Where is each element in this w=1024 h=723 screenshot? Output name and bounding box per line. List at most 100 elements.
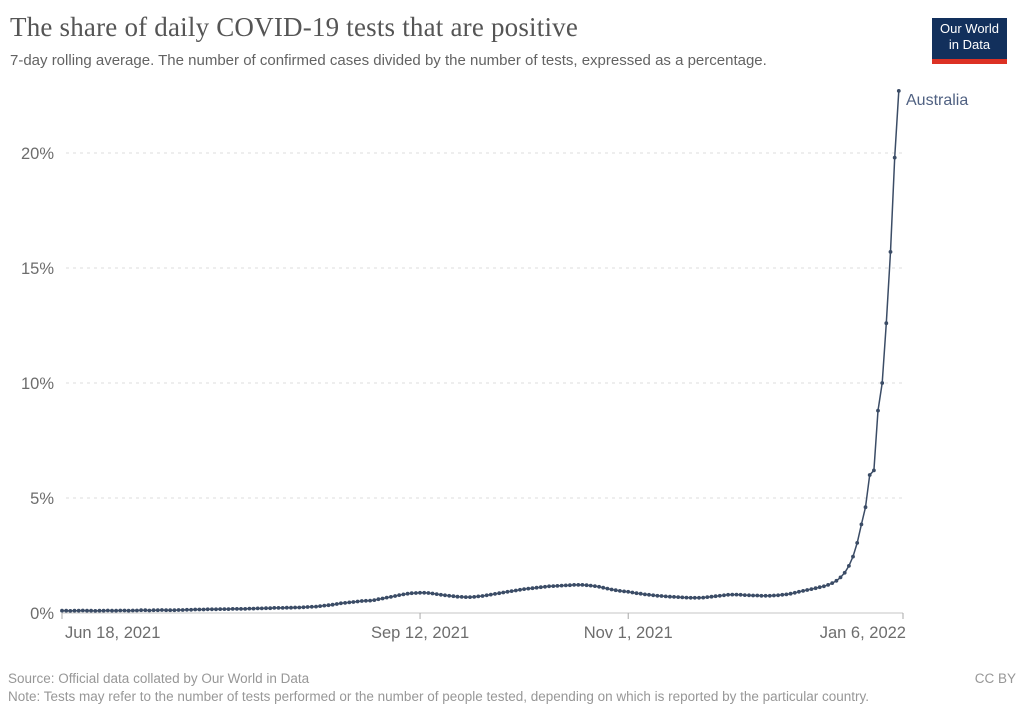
data-point [343,601,347,605]
data-point [722,593,726,598]
data-point [289,605,293,610]
data-point [330,602,335,607]
data-point [863,505,868,510]
owid-logo[interactable]: Our World in Data [932,18,1007,64]
data-point [259,606,264,611]
data-point [372,598,377,602]
data-point [155,608,160,613]
data-point [663,594,668,599]
data-point [526,586,531,591]
data-point [597,584,601,589]
data-point [455,594,460,599]
data-point [876,408,880,413]
data-point [314,604,318,609]
y-axis-label: 20% [21,145,54,163]
data-point [218,607,223,611]
data-point [230,607,235,611]
data-point [847,564,851,568]
x-tick-label: Sep 12, 2021 [371,624,469,642]
data-point [355,599,360,604]
data-point [68,609,73,613]
data-point [222,607,227,611]
data-point [297,605,302,610]
data-point [447,593,452,598]
data-point [80,608,85,613]
data-point [397,593,402,597]
data-point [393,594,397,598]
data-point [726,592,730,597]
data-point [293,605,297,610]
data-point [480,594,485,598]
data-point [659,594,664,598]
chart-canvas[interactable]: 0% 5% 10% 15% 20% Jun 18, 2021 Sep 12, 2021 Nov… [0,75,1024,660]
series-line [62,90,900,612]
data-point [364,598,368,603]
data-point [89,608,93,613]
data-point [509,589,514,593]
data-point [647,592,651,597]
data-point [430,591,435,596]
data-point [176,608,181,612]
data-point [264,606,268,611]
data-point [322,603,327,608]
data-point [422,590,427,595]
data-point [767,593,772,598]
data-point [151,608,156,613]
data-point [896,89,901,93]
data-point [305,605,310,609]
data-point [226,607,231,611]
data-point [588,583,593,588]
data-point [680,595,685,600]
data-point [676,595,681,599]
data-point [118,608,123,613]
data-point [822,584,826,589]
data-point [518,587,522,592]
data-point [93,609,98,613]
data-point [389,595,393,599]
data-point [401,592,406,597]
data-point [201,607,206,612]
data-point [463,595,468,599]
data-point [339,601,343,606]
data-point [85,608,89,613]
license-link[interactable]: CC BY [974,671,1016,686]
data-point [638,591,643,596]
data-point [797,589,801,594]
data-point [851,554,855,559]
data-point [751,593,755,598]
data-point [792,590,797,595]
data-point [709,594,714,599]
data-point [122,608,127,613]
data-point [572,583,576,587]
data-point [443,593,447,598]
data-point [776,593,780,598]
data-point [634,591,639,596]
x-tick-label: Nov 1, 2021 [584,624,673,642]
data-point [60,608,64,613]
data-point [555,584,560,588]
data-point [484,593,489,598]
data-point [772,593,776,598]
data-point [130,608,135,613]
data-point [855,541,860,545]
data-point [409,591,414,596]
data-point [326,603,331,608]
data-point [272,606,277,610]
data-point [626,589,631,594]
data-point [747,593,751,598]
data-point [210,607,214,612]
data-point [468,595,472,599]
data-point [734,592,739,597]
data-point [139,608,144,613]
data-point [105,608,110,613]
data-point [826,583,830,587]
data-point [318,604,322,608]
data-point [334,602,339,606]
data-point [755,593,760,598]
data-point [830,581,835,585]
data-point [434,592,439,596]
data-point [788,591,793,596]
data-point [180,608,185,612]
data-point [697,595,701,600]
x-tick-label: Jan 6, 2022 [820,624,906,642]
